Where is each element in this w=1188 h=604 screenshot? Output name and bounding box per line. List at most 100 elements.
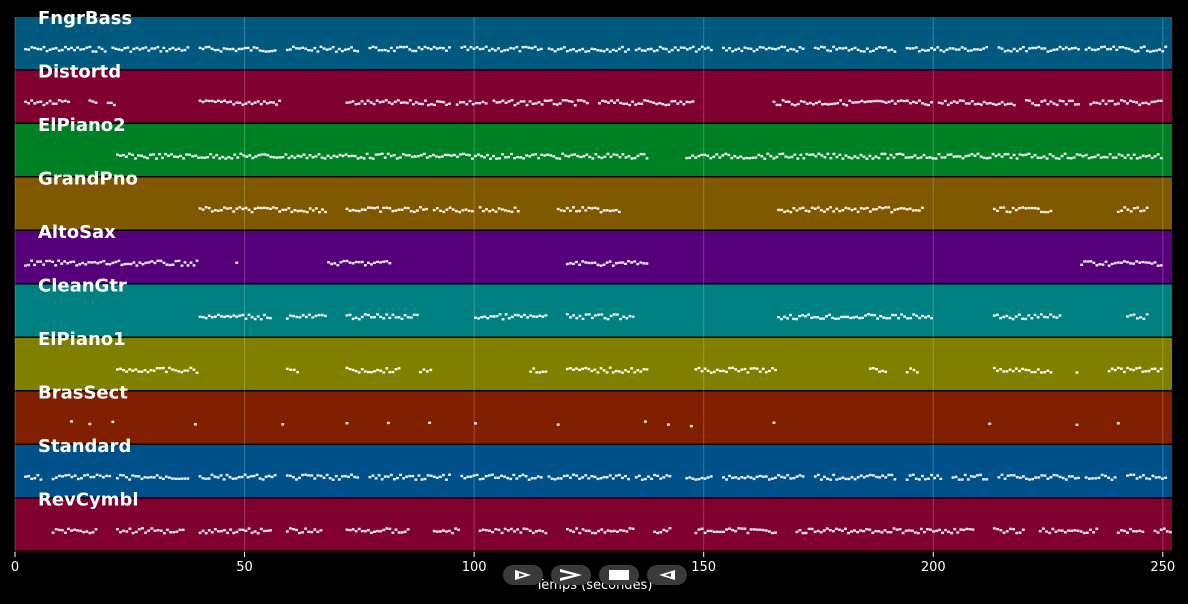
note	[787, 156, 791, 159]
note	[348, 101, 352, 104]
note	[960, 478, 964, 481]
note	[1028, 99, 1031, 102]
note	[888, 316, 892, 320]
note	[1135, 530, 1139, 533]
note	[385, 527, 389, 530]
note	[376, 260, 379, 264]
note	[36, 100, 40, 104]
note	[1147, 102, 1151, 106]
note	[868, 367, 872, 370]
note	[881, 46, 885, 49]
note	[147, 49, 151, 52]
note	[608, 260, 612, 263]
note	[820, 45, 823, 49]
note	[394, 367, 398, 371]
note	[478, 477, 482, 481]
note	[682, 46, 686, 49]
note	[397, 531, 401, 534]
play-button[interactable]	[503, 565, 543, 585]
note	[213, 100, 217, 104]
note	[955, 155, 959, 158]
note	[915, 101, 918, 104]
note	[914, 209, 918, 212]
note	[901, 531, 905, 535]
note	[646, 48, 650, 51]
note	[614, 369, 618, 373]
note	[992, 207, 996, 211]
note	[816, 529, 820, 533]
note	[1002, 315, 1006, 319]
note	[552, 102, 556, 106]
note	[497, 528, 501, 532]
note	[436, 100, 439, 103]
note	[851, 101, 855, 104]
note	[406, 528, 410, 531]
note	[1126, 260, 1129, 264]
note	[1106, 47, 1109, 51]
note	[1075, 371, 1079, 374]
note	[780, 208, 784, 212]
note	[1103, 45, 1106, 48]
note	[204, 99, 208, 102]
stop-button[interactable]	[599, 565, 639, 585]
note	[538, 529, 541, 532]
note	[308, 313, 311, 316]
note	[724, 152, 728, 156]
note	[97, 46, 101, 49]
note	[645, 262, 649, 265]
note	[354, 260, 358, 264]
note	[872, 366, 875, 370]
note	[640, 49, 644, 52]
note	[244, 317, 248, 320]
note	[144, 46, 148, 49]
note	[1006, 49, 1010, 52]
note	[889, 153, 893, 157]
note	[348, 261, 352, 264]
note	[631, 100, 635, 103]
note	[905, 478, 909, 481]
note	[213, 475, 217, 478]
note	[1036, 207, 1040, 210]
note	[376, 368, 379, 372]
note	[795, 50, 799, 53]
note	[510, 152, 513, 156]
note	[39, 260, 43, 263]
note	[838, 46, 842, 50]
note	[1110, 99, 1114, 103]
note	[715, 368, 719, 372]
note	[841, 157, 845, 160]
note	[292, 314, 296, 318]
note	[884, 206, 888, 209]
note	[231, 477, 235, 480]
note	[1005, 370, 1009, 373]
note	[1092, 531, 1096, 534]
note	[409, 209, 413, 213]
note	[1090, 48, 1094, 51]
note	[996, 209, 999, 213]
note	[630, 367, 634, 370]
note	[108, 474, 112, 478]
note	[691, 100, 695, 103]
rewind-button[interactable]	[647, 565, 687, 585]
note	[600, 156, 604, 160]
note	[292, 45, 295, 49]
note	[399, 45, 402, 49]
note	[622, 315, 626, 318]
note	[408, 48, 412, 51]
note	[403, 313, 407, 317]
note	[426, 46, 430, 50]
note	[307, 474, 311, 477]
note	[125, 530, 129, 533]
note	[219, 50, 223, 53]
note	[549, 99, 553, 102]
lane-background	[15, 177, 1172, 230]
note	[419, 206, 422, 209]
note	[123, 46, 127, 50]
note	[288, 48, 292, 51]
note	[1022, 45, 1025, 49]
note	[665, 529, 669, 533]
note	[700, 45, 704, 49]
fast-forward-button[interactable]	[551, 565, 591, 585]
note	[177, 370, 181, 373]
note	[562, 474, 566, 478]
